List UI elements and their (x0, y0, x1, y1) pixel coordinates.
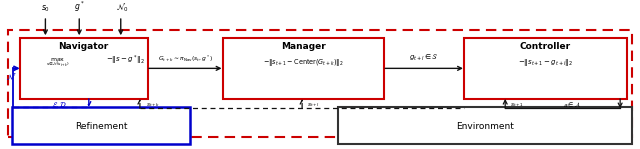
Text: Refinement: Refinement (75, 122, 127, 131)
Text: Manager: Manager (281, 42, 326, 51)
FancyBboxPatch shape (8, 30, 632, 137)
FancyBboxPatch shape (465, 38, 627, 99)
Text: Controller: Controller (520, 42, 571, 51)
FancyBboxPatch shape (20, 38, 148, 99)
FancyBboxPatch shape (338, 107, 632, 144)
Text: Navigator: Navigator (59, 42, 109, 51)
Text: $\mathcal{N}_0$: $\mathcal{N}_0$ (116, 2, 129, 14)
Text: $-\|s_{t+1}-g_{t+l}\|_2$: $-\|s_{t+1}-g_{t+l}\|_2$ (518, 56, 573, 67)
Text: Environment: Environment (456, 122, 514, 131)
Text: $s_{t+1}$: $s_{t+1}$ (510, 101, 524, 109)
Text: $-\|s_{t+1}-\mathrm{Center}(G_{t+k})\|_2$: $-\|s_{t+1}-\mathrm{Center}(G_{t+k})\|_2… (263, 56, 344, 67)
FancyBboxPatch shape (223, 38, 384, 99)
Text: $s_{t+k}$: $s_{t+k}$ (146, 101, 160, 109)
Text: $\mathcal{N}'$: $\mathcal{N}'$ (6, 71, 17, 82)
Text: $a\in\mathcal{A}$: $a\in\mathcal{A}$ (563, 101, 580, 110)
Text: $g_{t+l}\in\mathcal{S}$: $g_{t+l}\in\mathcal{S}$ (410, 53, 439, 63)
Text: $-\|s-g^*\|_2$: $-\|s-g^*\|_2$ (106, 54, 145, 67)
Text: $G_{t+k}\sim\pi_{\mathrm{Nav}}(s_t,g^*)$: $G_{t+k}\sim\pi_{\mathrm{Nav}}(s_t,g^*)$ (157, 54, 213, 64)
FancyBboxPatch shape (12, 107, 189, 144)
Text: $\max_{s\in\mathcal{N}(s_{t+k})}$: $\max_{s\in\mathcal{N}(s_{t+k})}$ (46, 57, 70, 69)
Text: $\mathcal{E},\mathcal{D}$: $\mathcal{E},\mathcal{D}$ (52, 100, 67, 110)
Text: $s_{t+l}$: $s_{t+l}$ (307, 101, 320, 109)
Text: $g^*$: $g^*$ (74, 0, 84, 14)
Text: $s_0$: $s_0$ (41, 4, 50, 14)
